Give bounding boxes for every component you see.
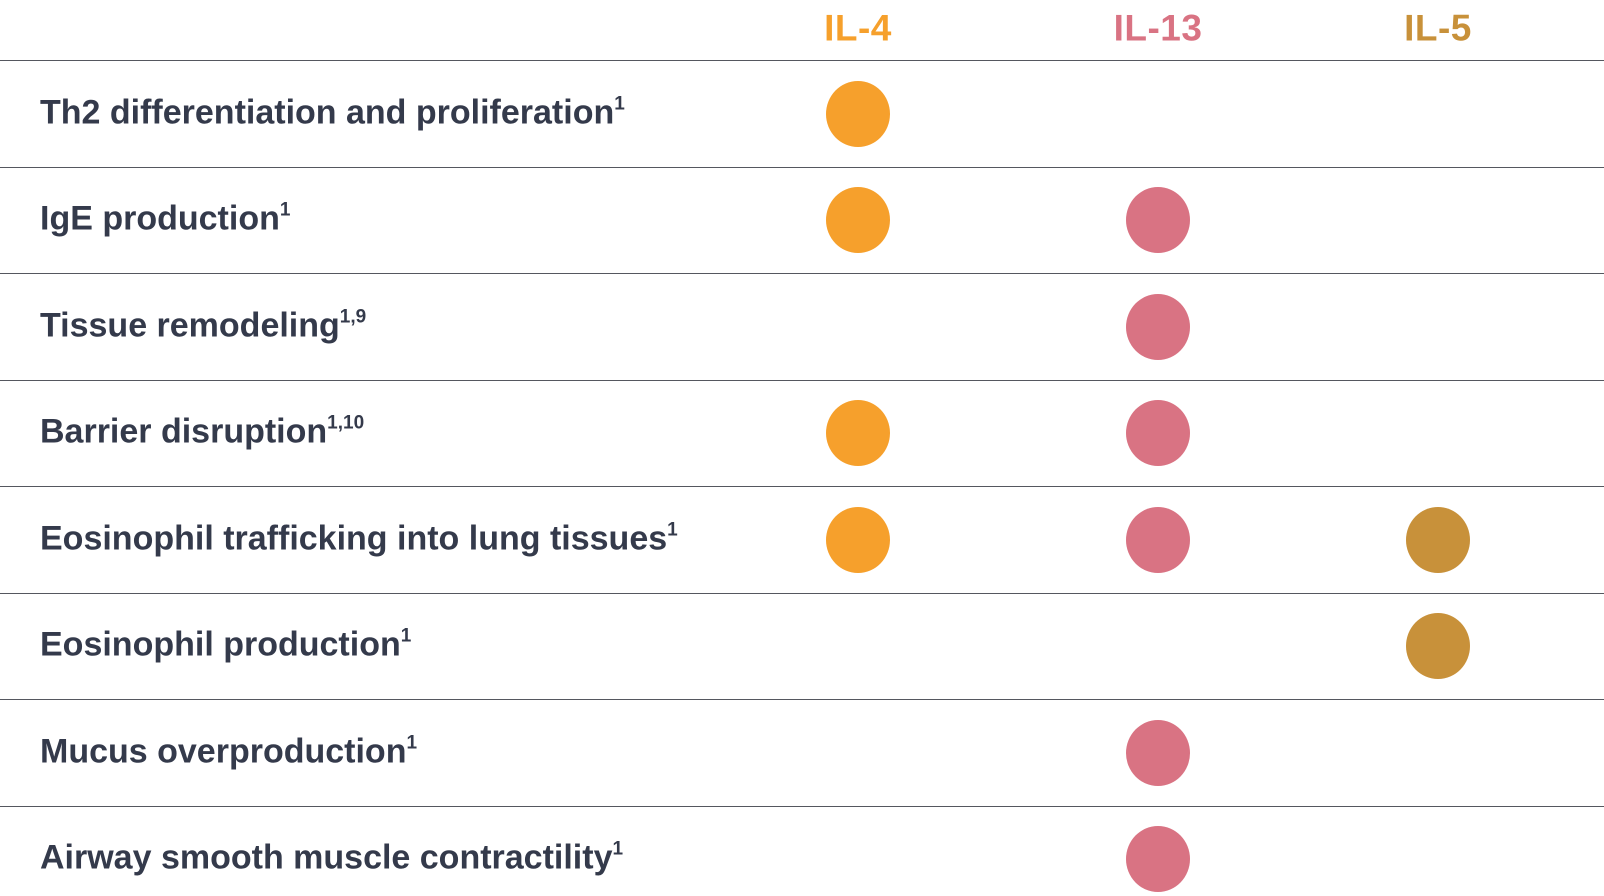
il4-dot xyxy=(826,400,890,467)
il5-dot xyxy=(1406,506,1470,573)
table-row: Tissue remodeling1,9 xyxy=(0,273,1604,380)
reference-superscript: 1,9 xyxy=(339,306,367,328)
row-label: Eosinophil production1 xyxy=(40,625,412,664)
row-label: Mucus overproduction1 xyxy=(40,732,418,771)
table-row: Eosinophil trafficking into lung tissues… xyxy=(0,486,1604,593)
il4-dot xyxy=(826,80,890,147)
column-header-il13: IL-13 xyxy=(1113,7,1203,49)
table-row: Mucus overproduction1 xyxy=(0,699,1604,806)
table-row: Airway smooth muscle contractility1 xyxy=(0,805,1604,896)
column-header-il5: IL-5 xyxy=(1404,7,1472,49)
reference-superscript: 1 xyxy=(400,625,412,647)
il5-dot xyxy=(1406,613,1470,680)
il13-dot xyxy=(1126,719,1190,786)
il4-dot xyxy=(826,187,890,254)
row-label: Th2 differentiation and proliferation1 xyxy=(40,93,625,132)
row-label: Tissue remodeling1,9 xyxy=(40,306,367,345)
il13-dot xyxy=(1126,187,1190,254)
column-header-il4: IL-4 xyxy=(824,7,892,49)
il4-dot xyxy=(826,506,890,573)
il13-dot xyxy=(1126,400,1190,467)
reference-superscript: 1 xyxy=(667,519,678,541)
matrix-rows: Th2 differentiation and proliferation1 I… xyxy=(0,60,1604,896)
il13-dot xyxy=(1126,826,1190,893)
il13-dot xyxy=(1126,506,1190,573)
table-row: IgE production1 xyxy=(0,166,1604,274)
row-label: Barrier disruption1,10 xyxy=(40,412,365,451)
reference-superscript: 1 xyxy=(612,838,624,860)
reference-superscript: 1 xyxy=(406,732,418,754)
row-label: IgE production1 xyxy=(40,199,291,238)
reference-superscript: 1,10 xyxy=(327,412,365,434)
reference-superscript: 1 xyxy=(279,199,291,221)
table-row: Eosinophil production1 xyxy=(0,592,1604,700)
table-row: Th2 differentiation and proliferation1 xyxy=(0,60,1604,167)
il13-dot xyxy=(1126,293,1190,360)
row-label: Eosinophil trafficking into lung tissues… xyxy=(40,519,678,558)
column-header-row: IL-4 IL-13 IL-5 xyxy=(0,0,1604,60)
table-row: Barrier disruption1,10 xyxy=(0,379,1604,487)
reference-superscript: 1 xyxy=(614,93,625,115)
row-label: Airway smooth muscle contractility1 xyxy=(40,838,624,877)
